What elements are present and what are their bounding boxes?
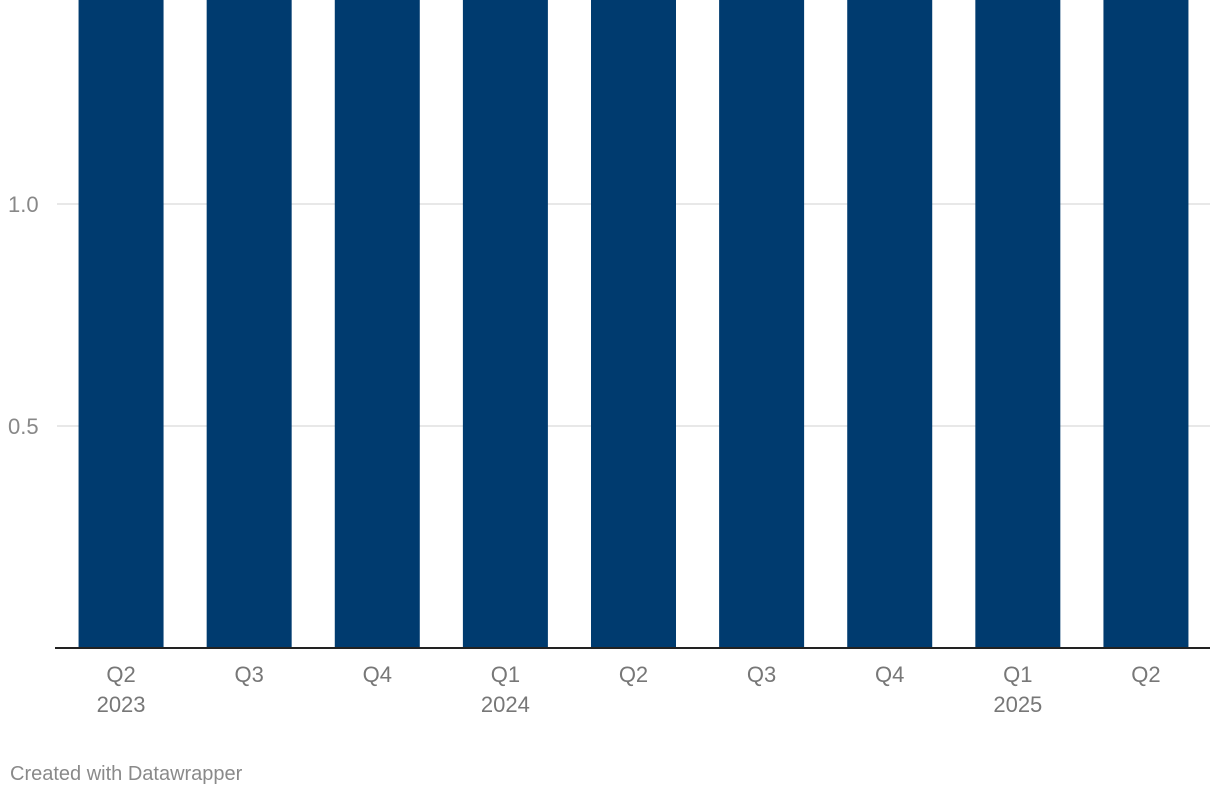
x-tick-label: Q2 [106, 662, 135, 687]
x-tick-label: Q3 [747, 662, 776, 687]
bar [462, 0, 548, 648]
y-axis: 0.51.01.52.02.5 [8, 192, 39, 439]
x-axis: Q2 2023 Q3 Q4 Q1 2024 Q2 Q3 Q4 Q1 2025 Q2 [55, 647, 1210, 717]
y-tick-label: 1.0 [8, 192, 39, 217]
bar [719, 0, 805, 649]
x-tick-label: Q4 [875, 662, 904, 687]
bar [78, 0, 164, 649]
bars [78, 0, 1189, 649]
x-tick-label: Q1 [1003, 662, 1032, 687]
x-year-label: 2025 [993, 692, 1042, 717]
x-tick-label: Q4 [363, 662, 392, 687]
bar [591, 0, 676, 648]
bar [206, 0, 292, 648]
x-year-label: 2024 [481, 692, 530, 717]
x-tick-label: Q3 [234, 662, 263, 687]
bar [1103, 0, 1189, 648]
x-tick-label: Q2 [619, 662, 648, 687]
y-tick-label: 0.5 [8, 414, 39, 439]
x-tick-label: Q2 [1131, 662, 1160, 687]
x-year-label: 2023 [97, 692, 146, 717]
bar [334, 0, 420, 649]
x-tick-label: Q1 [491, 662, 520, 687]
bar [847, 0, 933, 648]
credit-text: Created with Datawrapper [10, 763, 243, 785]
bar [975, 0, 1061, 649]
